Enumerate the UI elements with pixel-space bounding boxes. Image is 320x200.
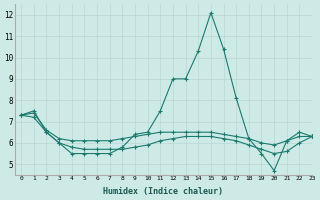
X-axis label: Humidex (Indice chaleur): Humidex (Indice chaleur) xyxy=(103,187,223,196)
